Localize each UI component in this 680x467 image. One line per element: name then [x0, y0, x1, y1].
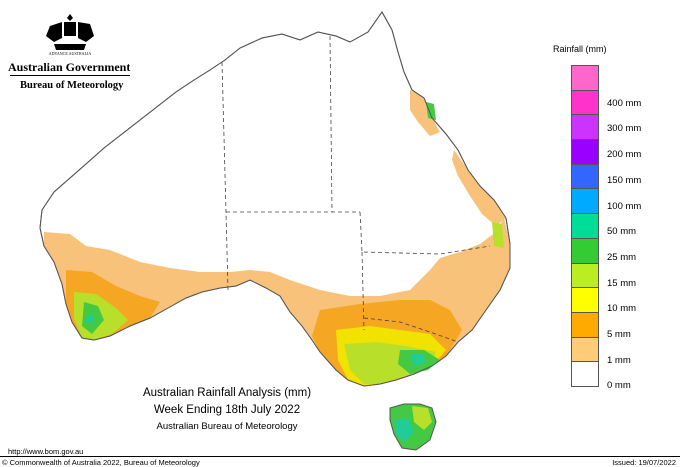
legend-swatch: [571, 89, 599, 116]
legend-swatch: [571, 311, 599, 338]
tasmania-teal-area: [396, 418, 414, 442]
legend-label: 15 mm: [607, 277, 637, 289]
rain-vic-50mm: [410, 354, 426, 366]
legend-label: 150 mm: [607, 174, 642, 186]
coat-of-arms-icon: ADVANCE AUSTRALIA: [46, 14, 94, 56]
header-divider: [10, 75, 130, 76]
state-border-nt-qld: [329, 35, 333, 213]
rain-eastcoast-1mm: [410, 90, 440, 136]
rain-qld-coast-1mm: [452, 150, 506, 226]
legend-swatch: [571, 237, 599, 264]
issued-date: Issued: 19/07/2022: [612, 458, 676, 467]
copyright: © Commonwealth of Australia 2022, Bureau…: [2, 458, 200, 467]
legend-label: 200 mm: [607, 149, 642, 161]
footer-divider: [0, 456, 680, 457]
legend-swatch: [571, 262, 599, 289]
org-name: Australian Government: [8, 60, 131, 74]
coastline: [39, 11, 511, 387]
legend-label: 100 mm: [607, 200, 642, 212]
legend-swatch: [571, 213, 599, 239]
state-border-nsw-vic: [363, 317, 459, 343]
rain-ne-qld-25mm: [426, 102, 436, 120]
legend-label: 1 mm: [607, 354, 631, 366]
rain-ne-nsw-15mm: [492, 222, 504, 248]
tasmania-lime-area: [412, 406, 432, 430]
map-source: Australian Bureau of Meteorology: [156, 421, 298, 432]
map-subtitle: Week Ending 18th July 2022: [153, 404, 301, 416]
legend-title: Rainfall (mm): [553, 44, 607, 54]
legend: [571, 65, 599, 387]
agency-name: Bureau of Meteorology: [20, 80, 124, 91]
map-title: Australian Rainfall Analysis (mm): [142, 387, 312, 399]
legend-swatch: [571, 114, 599, 141]
legend-label: 5 mm: [607, 329, 631, 340]
legend-swatch: [571, 163, 599, 190]
rain-sw-50mm: [86, 314, 94, 324]
legend-swatch: [571, 336, 599, 363]
legend-label: 300 mm: [607, 123, 642, 135]
legend-label: 25 mm: [607, 251, 637, 263]
legend-swatch: [571, 361, 599, 387]
state-border-sa-nsw: [361, 251, 365, 331]
legend-label: 10 mm: [607, 303, 637, 315]
legend-label: 0 mm: [607, 380, 631, 392]
legend-swatch: [571, 188, 599, 215]
state-border-sa-qld: [359, 211, 491, 255]
svg-text:ADVANCE AUSTRALIA: ADVANCE AUSTRALIA: [49, 51, 92, 56]
legend-label: 50 mm: [607, 226, 637, 238]
legend-swatch: [571, 287, 599, 313]
website-link[interactable]: http://www.bom.gov.au: [8, 447, 84, 456]
legend-label: 400 mm: [607, 97, 642, 109]
legend-swatch: [571, 65, 599, 91]
legend-swatch: [571, 139, 599, 165]
